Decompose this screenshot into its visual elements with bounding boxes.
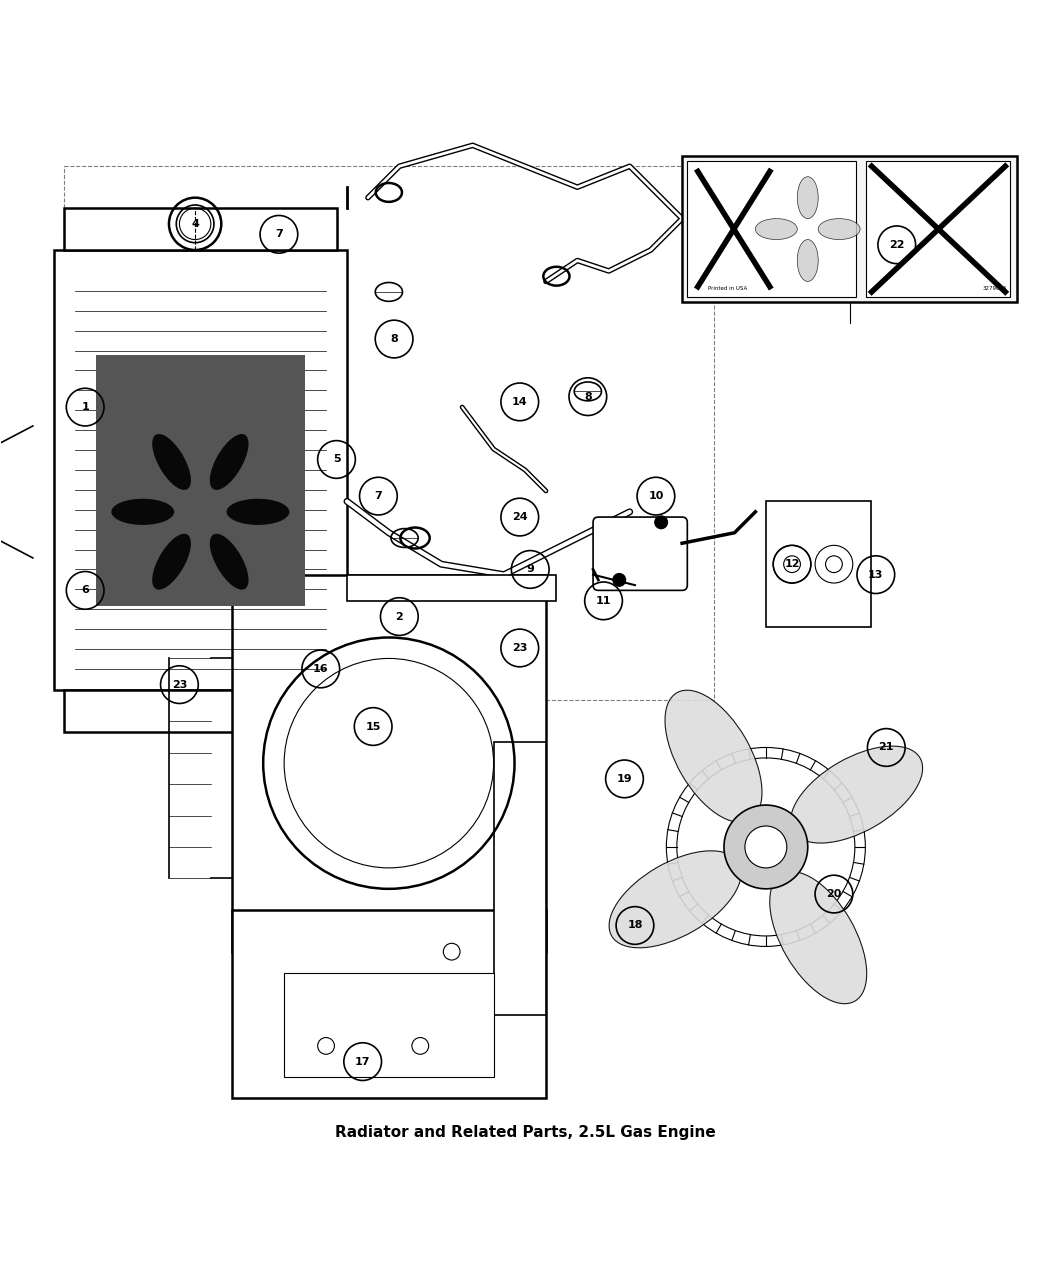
Text: 19: 19 bbox=[616, 774, 632, 784]
Circle shape bbox=[655, 516, 668, 529]
Ellipse shape bbox=[152, 434, 191, 490]
Text: 8: 8 bbox=[391, 334, 398, 344]
FancyBboxPatch shape bbox=[682, 156, 1017, 302]
Ellipse shape bbox=[609, 850, 741, 947]
FancyBboxPatch shape bbox=[866, 161, 1010, 297]
Text: 9: 9 bbox=[526, 565, 534, 575]
FancyBboxPatch shape bbox=[688, 161, 857, 297]
Text: 7: 7 bbox=[375, 491, 382, 501]
Text: 3279666: 3279666 bbox=[982, 286, 1007, 291]
FancyBboxPatch shape bbox=[232, 910, 546, 1098]
FancyBboxPatch shape bbox=[54, 250, 347, 690]
Text: 14: 14 bbox=[512, 397, 527, 407]
Text: 7: 7 bbox=[275, 230, 282, 240]
Circle shape bbox=[744, 826, 786, 868]
Circle shape bbox=[723, 805, 807, 889]
Text: 4: 4 bbox=[191, 219, 200, 228]
FancyBboxPatch shape bbox=[96, 354, 306, 606]
Text: 15: 15 bbox=[365, 722, 381, 732]
Ellipse shape bbox=[665, 690, 762, 822]
Ellipse shape bbox=[755, 218, 797, 240]
Text: 16: 16 bbox=[313, 664, 329, 674]
Ellipse shape bbox=[152, 534, 191, 590]
Text: 5: 5 bbox=[333, 454, 340, 464]
Text: 18: 18 bbox=[627, 921, 643, 931]
Ellipse shape bbox=[111, 499, 174, 525]
Text: 8: 8 bbox=[584, 391, 592, 402]
Text: Radiator and Related Parts, 2.5L Gas Engine: Radiator and Related Parts, 2.5L Gas Eng… bbox=[335, 1125, 715, 1140]
Text: 10: 10 bbox=[648, 491, 664, 501]
Ellipse shape bbox=[797, 177, 818, 218]
FancyBboxPatch shape bbox=[285, 973, 494, 1077]
Text: 23: 23 bbox=[172, 680, 187, 690]
FancyBboxPatch shape bbox=[232, 575, 546, 951]
Text: 22: 22 bbox=[889, 240, 904, 250]
Text: 11: 11 bbox=[595, 595, 611, 606]
FancyBboxPatch shape bbox=[765, 501, 870, 627]
Ellipse shape bbox=[791, 746, 923, 843]
Text: Printed in USA: Printed in USA bbox=[709, 286, 748, 291]
Text: 21: 21 bbox=[879, 742, 894, 752]
Text: 13: 13 bbox=[868, 570, 883, 580]
Text: 24: 24 bbox=[512, 513, 527, 521]
FancyBboxPatch shape bbox=[64, 690, 336, 732]
FancyBboxPatch shape bbox=[346, 575, 556, 601]
Text: 1: 1 bbox=[81, 402, 89, 412]
Ellipse shape bbox=[210, 534, 249, 590]
Text: 2: 2 bbox=[396, 612, 403, 621]
FancyBboxPatch shape bbox=[593, 518, 688, 590]
Circle shape bbox=[613, 574, 626, 586]
FancyBboxPatch shape bbox=[494, 742, 546, 1015]
Text: 6: 6 bbox=[81, 585, 89, 595]
Ellipse shape bbox=[797, 240, 818, 282]
Text: 17: 17 bbox=[355, 1057, 371, 1067]
Ellipse shape bbox=[227, 499, 290, 525]
FancyBboxPatch shape bbox=[64, 208, 336, 250]
Text: 12: 12 bbox=[784, 560, 800, 569]
Text: 20: 20 bbox=[826, 889, 842, 899]
Ellipse shape bbox=[770, 872, 866, 1003]
Ellipse shape bbox=[818, 218, 860, 240]
Ellipse shape bbox=[210, 434, 249, 490]
Text: 23: 23 bbox=[512, 643, 527, 653]
